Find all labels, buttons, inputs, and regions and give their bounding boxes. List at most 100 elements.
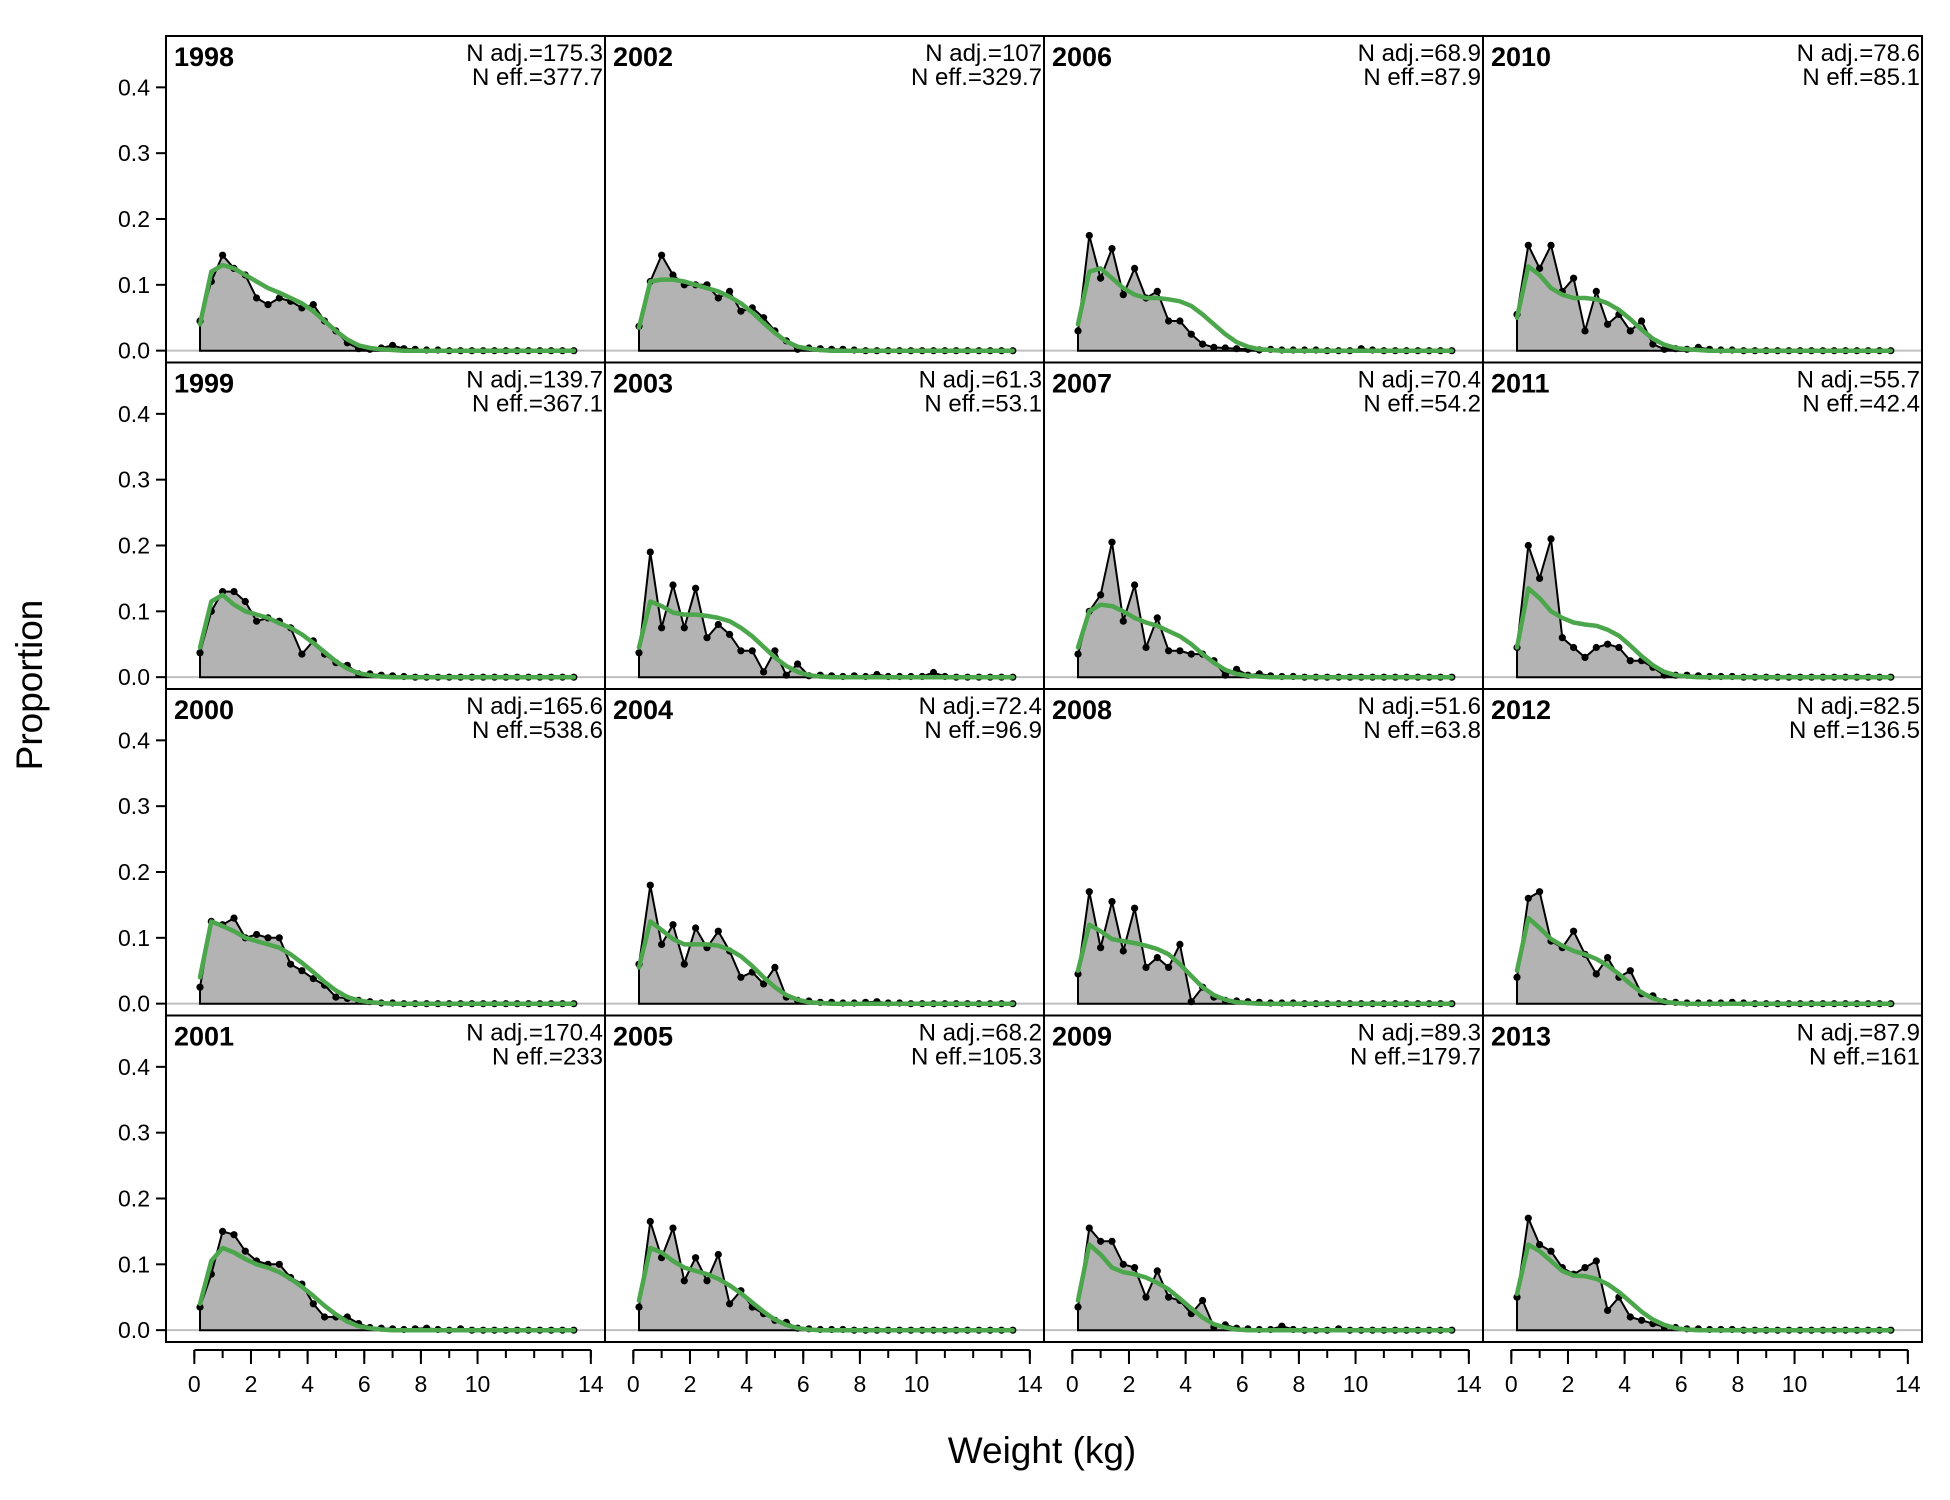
observed-point [726,287,734,295]
observed-point [737,647,745,655]
y-tick-label: 0.1 [118,925,150,951]
expected-line [636,919,1016,1006]
panel-year-label: 1998 [174,42,234,72]
observed-point [1592,1257,1600,1265]
observed-point [782,671,790,679]
observed-point [771,647,779,655]
observed-point [1638,317,1646,325]
x-tick-label: 2 [1562,1371,1575,1397]
observed-point [1524,894,1532,902]
y-tick-label: 0.4 [118,1054,150,1080]
expected-line [1075,266,1455,353]
observed-point [1581,327,1589,335]
x-tick-label: 6 [797,1371,810,1397]
observed-point [1074,970,1082,978]
panel-1999: 1999 N adj.=139.7N eff.=367.1 [165,361,606,690]
expected-line [197,262,577,353]
observed-point [1131,1264,1139,1272]
observed-point [760,980,768,988]
x-tick-label: 2 [1123,1371,1136,1397]
observed-point [1153,954,1161,962]
observed-point [1592,643,1600,652]
observed-point [1131,904,1139,912]
observed-point [1074,327,1082,335]
observed-point [1626,327,1634,335]
observed-point [253,617,261,625]
panel-year-label: 2001 [174,1022,234,1052]
y-tick-label: 0.2 [118,859,150,885]
n-eff-label: N eff.=87.9 [1363,64,1481,91]
observed-point [669,581,677,589]
observed-point [1221,671,1229,679]
observed-point [1085,1224,1093,1232]
observed-point [1649,340,1657,348]
panel-2001: 2001 N adj.=170.4N eff.=233 [165,1014,606,1343]
y-tick-label: 0.3 [118,793,150,819]
x-tick-label: 10 [1343,1371,1369,1397]
y-tick-label: 0.0 [118,338,150,364]
observed-point [1513,1293,1521,1301]
expected-line [1075,1242,1455,1333]
n-adj-label: N adj.=175.3 [466,40,603,67]
observed-point [1097,591,1105,599]
observed-area [638,1221,1013,1332]
n-eff-label: N eff.=233 [492,1044,603,1071]
panel-year-label: 1999 [174,369,234,399]
panel-year-label: 2000 [174,695,234,725]
x-tick-label: 0 [1505,1371,1518,1397]
observed-point [230,914,238,922]
x-tick-label: 0 [1066,1371,1079,1397]
x-tick-label: 14 [578,1371,604,1397]
panel-year-label: 2011 [1491,369,1550,399]
observed-point [298,650,306,658]
n-adj-label: N adj.=68.9 [1358,40,1481,67]
observed-area [199,1230,574,1332]
observed-point [669,271,677,279]
expected-line [1075,922,1455,1006]
observed-point [737,307,745,315]
x-tick-label: 4 [301,1371,314,1397]
panel-1998: 1998 N adj.=175.3N eff.=377.7 [165,35,606,364]
observed-point [635,1303,643,1311]
observed-point [726,1300,734,1308]
expected-line [636,1245,1016,1333]
observed-point [703,1277,711,1285]
expected-line [197,1245,577,1333]
observed-point [1581,1264,1589,1272]
observed-point [1097,944,1105,952]
observed-point [1604,1306,1612,1314]
observed-point [287,960,295,968]
panel-2007: 2007 N adj.=70.4N eff.=54.2 [1043,361,1484,690]
n-adj-label: N adj.=51.6 [1358,693,1481,720]
x-tick-label: 14 [1017,1371,1043,1397]
observed-point [1592,970,1600,978]
panel-year-label: 2007 [1052,369,1112,399]
y-tick-label: 0.4 [118,74,150,100]
observed-point [264,934,272,942]
observed-point [658,940,666,949]
observed-point [1604,640,1612,648]
observed-point [1108,538,1116,546]
x-tick-label: 0 [627,1371,640,1397]
n-adj-label: N adj.=70.4 [1358,367,1481,394]
y-axis: 0.0 0.1 0.2 0.3 0.4 0.0 0.1 0.2 0.3 0.4 0.0 0.1 0.2 0… [118,74,167,1343]
n-eff-label: N eff.=42.4 [1802,391,1920,418]
y-tick-label: 0.0 [118,1317,150,1343]
observed-area [638,252,1013,352]
observed-point [309,1300,317,1308]
observed-point [1142,643,1150,652]
observed-point [253,294,261,302]
observed-point [1199,340,1207,348]
expected-line [197,919,577,1006]
observed-point [309,301,317,309]
observed-point [1074,650,1082,658]
observed-point [1233,345,1241,353]
panel-frame [1482,1014,1923,1343]
panel-2005: 2005 N adj.=68.2N eff.=105.3 [604,1014,1045,1343]
observed-point [1097,1237,1105,1245]
observed-point [1176,647,1184,655]
observed-point [692,1254,700,1262]
observed-point [1581,653,1589,662]
observed-area [1516,538,1891,679]
